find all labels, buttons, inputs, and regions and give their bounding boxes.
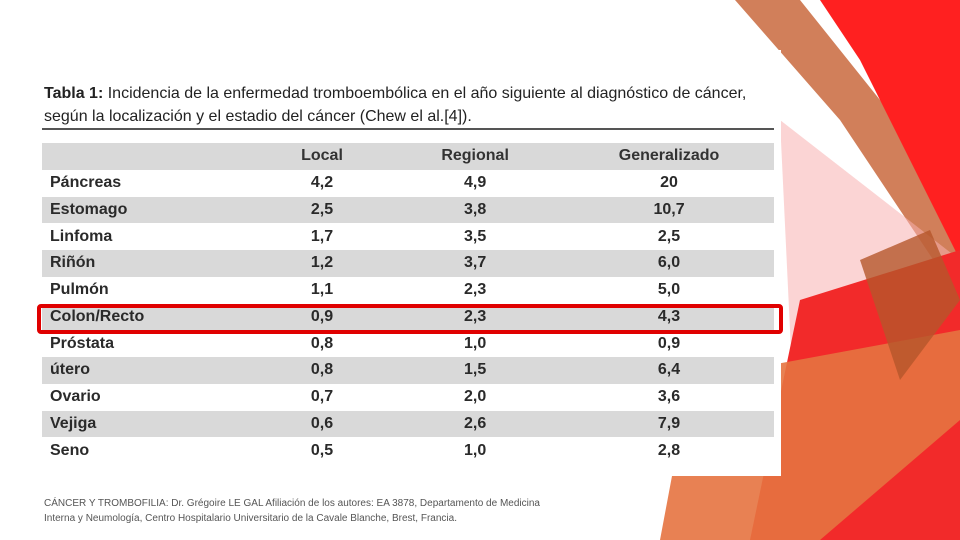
cell-value: 0,5 (310, 441, 334, 459)
cell-value: 1,5 (463, 361, 487, 379)
source-citation: CÁNCER Y TROMBOFILIA: Dr. Grégoire LE GA… (44, 498, 540, 524)
table-row: Ovario 0,7 2,0 3,6 (42, 384, 774, 411)
table-row: Páncreas 4,2 4,9 20 (42, 170, 774, 197)
cell-value: 3,6 (657, 388, 681, 406)
cell-value: 1,1 (310, 281, 334, 299)
header-cell (42, 143, 258, 170)
cell-value: 0,8 (310, 361, 334, 379)
row-label: Páncreas (50, 174, 122, 192)
cell-value: 2,5 (657, 227, 681, 245)
row-label: útero (50, 361, 90, 379)
table-panel: Tabla 1: Incidencia de la enfermedad tro… (34, 50, 781, 476)
table-row: Próstata 0,8 1,0 0,9 (42, 330, 774, 357)
deco-shape-brown (860, 230, 960, 380)
caption-text: Incidencia de la enfermedad tromboembóli… (44, 85, 747, 125)
row-label: Pulmón (50, 281, 109, 299)
row-label: Seno (50, 441, 90, 459)
row-label: Estomago (50, 200, 128, 218)
cell-value: 7,9 (657, 414, 681, 432)
cell-value: 2,6 (463, 414, 487, 432)
row-label: Riñón (50, 254, 96, 272)
table-caption: Tabla 1: Incidencia de la enfermedad tro… (44, 82, 764, 128)
cell-value: 2,0 (463, 388, 487, 406)
cell-value: 5,0 (657, 281, 681, 299)
cell-value: 0,6 (310, 414, 334, 432)
table-row: Linfoma 1,7 3,5 2,5 (42, 223, 774, 250)
cell-value: 0,8 (310, 334, 334, 352)
cell-value: 4,9 (463, 174, 487, 192)
header-cell: Local (301, 147, 343, 165)
table-row: Riñón 1,2 3,7 6,0 (42, 250, 774, 277)
cell-value: 1,2 (310, 254, 334, 272)
cell-value: 0,7 (310, 388, 334, 406)
cell-value: 0,9 (657, 334, 681, 352)
table-row: Seno 0,5 1,0 2,8 (42, 437, 774, 464)
row-label: Colon/Recto (50, 307, 145, 325)
cell-value: 6,0 (657, 254, 681, 272)
table-row: Pulmón 1,1 2,3 5,0 (42, 277, 774, 304)
cell-value: 1,0 (463, 441, 487, 459)
caption-rule (42, 128, 774, 130)
table-row: útero 0,8 1,5 6,4 (42, 357, 774, 384)
row-label: Linfoma (50, 227, 113, 245)
cell-value: 1,7 (310, 227, 334, 245)
cell-value: 2,3 (463, 307, 487, 325)
cell-value: 0,9 (310, 307, 334, 325)
header-cell: Regional (441, 147, 509, 165)
highlight-box-colon-recto (37, 304, 783, 334)
cell-value: 2,8 (657, 441, 681, 459)
row-label: Vejiga (50, 414, 97, 432)
cell-value: 3,5 (463, 227, 487, 245)
cell-value: 3,8 (463, 200, 487, 218)
table-header-row: Local Regional Generalizado (42, 143, 774, 170)
cell-value: 20 (660, 174, 678, 192)
row-label: Ovario (50, 388, 101, 406)
header-cell: Generalizado (618, 147, 720, 165)
cell-value: 1,0 (463, 334, 487, 352)
cell-value: 4,3 (657, 307, 681, 325)
cell-value: 4,2 (310, 174, 334, 192)
table-row: Estomago 2,5 3,8 10,7 (42, 196, 774, 224)
cell-value: 3,7 (463, 254, 487, 272)
row-label: Próstata (50, 334, 115, 352)
deco-shape-red-top (820, 0, 960, 260)
cell-value: 2,3 (463, 281, 487, 299)
cell-value: 10,7 (653, 200, 685, 218)
table-row: Vejiga 0,6 2,6 7,9 (42, 410, 774, 438)
cell-value: 6,4 (657, 361, 681, 379)
cell-value: 2,5 (310, 200, 334, 218)
caption-label: Tabla 1: (44, 85, 104, 102)
